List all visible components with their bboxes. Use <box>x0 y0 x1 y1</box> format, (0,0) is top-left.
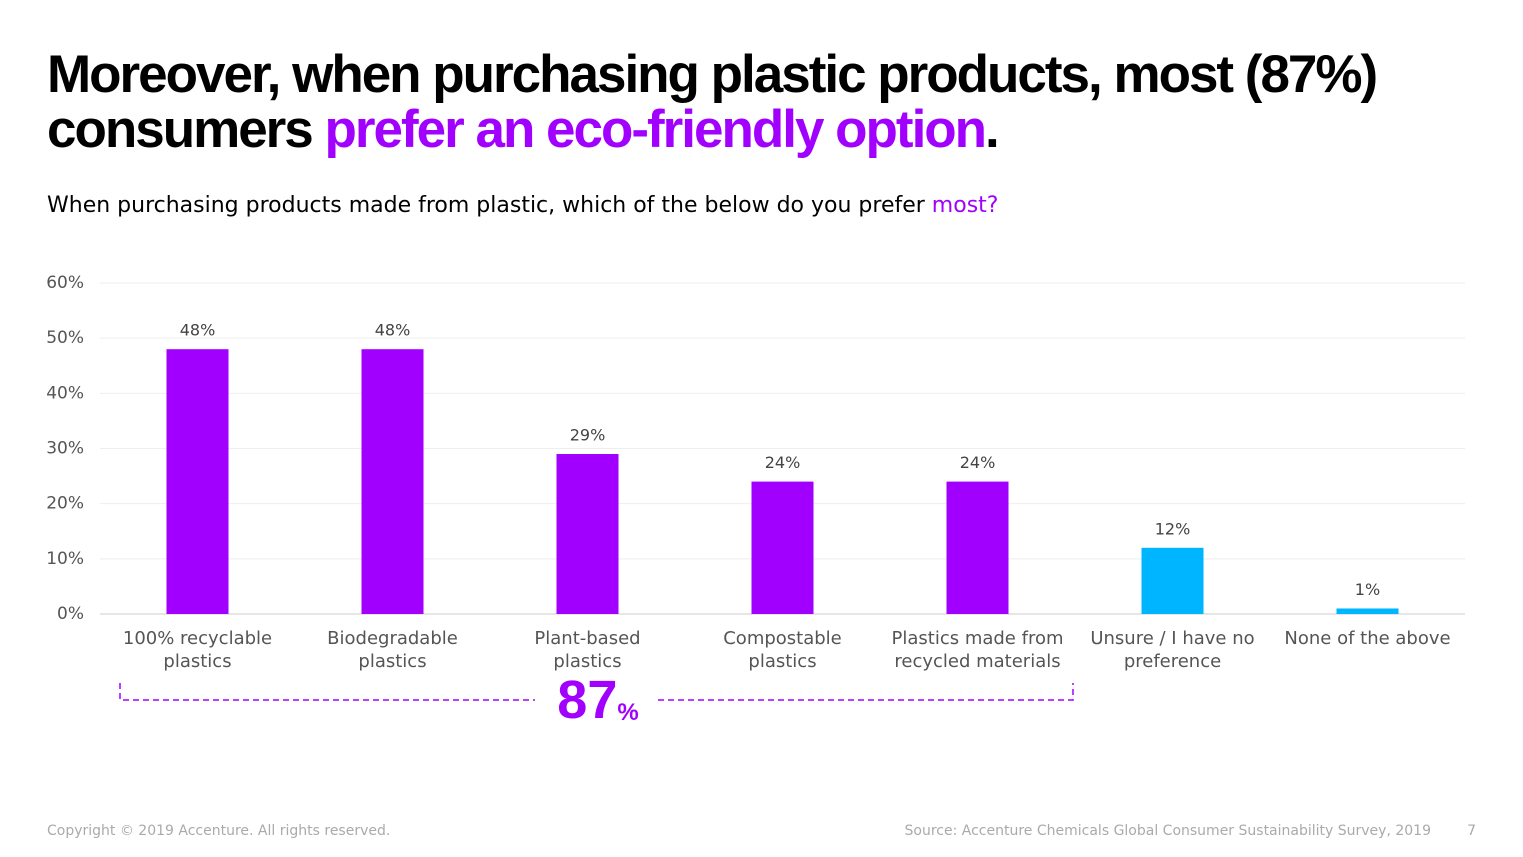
value-label: 1% <box>1355 580 1380 599</box>
annotation-number: 87 <box>557 670 617 730</box>
x-tick-label: 100% recyclable <box>123 628 272 649</box>
x-tick-label: Biodegradable <box>327 628 458 649</box>
bracket <box>119 683 1074 701</box>
x-tick-label: plastics <box>553 651 621 672</box>
bar <box>946 481 1009 614</box>
bar <box>556 454 619 614</box>
y-tick-label: 0% <box>57 604 84 624</box>
value-label: 29% <box>570 426 606 445</box>
bar <box>166 349 229 614</box>
page-number: 7 <box>1467 823 1476 839</box>
copyright: Copyright © 2019 Accenture. All rights r… <box>47 823 390 839</box>
value-label: 24% <box>960 453 996 472</box>
x-tick-label: plastics <box>163 651 231 672</box>
x-tick-label: plastics <box>748 651 816 672</box>
value-label: 48% <box>180 321 216 340</box>
subtitle-main: When purchasing products made from plast… <box>47 193 932 218</box>
annotation-unit: % <box>617 699 638 726</box>
x-tick-label: Plastics made from <box>892 628 1064 649</box>
x-tick-label: None of the above <box>1284 628 1450 649</box>
source: Source: Accenture Chemicals Global Consu… <box>905 823 1431 839</box>
annotation: 87% <box>557 670 638 730</box>
title-line2: consumers prefer an eco-friendly option. <box>47 100 998 159</box>
title-main: Moreover, when purchasing plastic produc… <box>47 45 1377 104</box>
bar <box>1141 547 1204 614</box>
x-tick-label: recycled materials <box>894 651 1060 672</box>
title-end: . <box>985 100 998 159</box>
bar <box>751 481 814 614</box>
value-label: 48% <box>375 321 411 340</box>
bar <box>1336 608 1399 614</box>
y-tick-label: 60% <box>46 273 84 293</box>
x-tick-label: Unsure / I have no <box>1090 628 1254 649</box>
y-tick-label: 10% <box>46 549 84 569</box>
title-highlight: prefer an eco-friendly option <box>325 100 986 159</box>
y-tick-label: 20% <box>46 494 84 514</box>
title-main-rest: consumers <box>47 100 325 159</box>
subtitle: When purchasing products made from plast… <box>47 193 998 218</box>
bar <box>361 349 424 614</box>
x-tick-label: Plant-based <box>534 628 640 649</box>
title: Moreover, when purchasing plastic produc… <box>47 45 1377 104</box>
value-label: 24% <box>765 453 801 472</box>
x-tick-label: plastics <box>358 651 426 672</box>
y-tick-label: 40% <box>46 383 84 403</box>
x-tick-label: preference <box>1124 651 1221 672</box>
x-tick-label: Compostable <box>723 628 842 649</box>
value-label: 12% <box>1155 519 1191 538</box>
y-tick-label: 30% <box>46 439 84 459</box>
y-tick-label: 50% <box>46 328 84 348</box>
subtitle-highlight: most? <box>932 193 999 218</box>
